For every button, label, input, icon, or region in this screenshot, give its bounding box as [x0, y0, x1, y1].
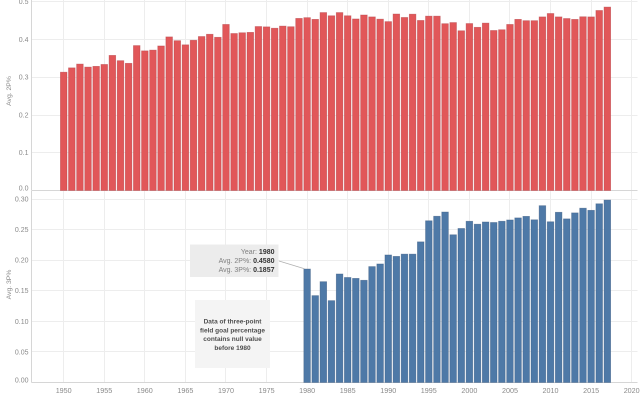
svg-text:1955: 1955	[96, 386, 112, 395]
svg-text:0.20: 0.20	[15, 258, 29, 265]
svg-text:1970: 1970	[218, 386, 234, 395]
svg-text:contains null value: contains null value	[203, 336, 262, 343]
svg-text:1985: 1985	[340, 386, 356, 395]
svg-text:Avg. 2P%: Avg. 2P%	[6, 76, 13, 106]
svg-text:1965: 1965	[177, 386, 193, 395]
svg-text:0.4: 0.4	[19, 37, 29, 44]
svg-text:0.05: 0.05	[15, 349, 29, 356]
svg-text:0.0: 0.0	[19, 186, 29, 193]
svg-text:1990: 1990	[380, 386, 396, 395]
svg-text:1950: 1950	[56, 386, 72, 395]
svg-text:2010: 2010	[543, 386, 559, 395]
svg-text:0.5: 0.5	[19, 0, 29, 6]
svg-text:2020: 2020	[624, 386, 640, 395]
svg-text:1975: 1975	[259, 386, 275, 395]
svg-text:0.1: 0.1	[19, 150, 29, 157]
svg-text:0.3: 0.3	[19, 75, 29, 82]
svg-text:0.15: 0.15	[15, 288, 29, 295]
svg-text:0.00: 0.00	[15, 377, 29, 384]
svg-text:2000: 2000	[461, 386, 477, 395]
svg-text:0.25: 0.25	[15, 227, 29, 234]
svg-text:0.2: 0.2	[19, 112, 29, 119]
svg-text:Year: 1980: Year: 1980	[241, 249, 275, 256]
svg-text:before 1980: before 1980	[214, 345, 251, 352]
svg-text:Avg. 3P%: Avg. 3P%	[6, 270, 13, 300]
svg-text:2005: 2005	[502, 386, 518, 395]
svg-text:1960: 1960	[137, 386, 153, 395]
svg-text:1995: 1995	[421, 386, 437, 395]
svg-text:Data of three-point: Data of three-point	[204, 319, 263, 326]
svg-text:0.30: 0.30	[15, 197, 29, 204]
svg-text:Avg. 3P%: 0.1857: Avg. 3P%: 0.1857	[219, 267, 275, 274]
svg-text:0.10: 0.10	[15, 319, 29, 326]
svg-text:Avg. 2P%: 0.4580: Avg. 2P%: 0.4580	[219, 258, 275, 265]
svg-text:field goal percentage: field goal percentage	[200, 327, 265, 334]
svg-text:2015: 2015	[583, 386, 599, 395]
svg-text:1980: 1980	[299, 386, 315, 395]
